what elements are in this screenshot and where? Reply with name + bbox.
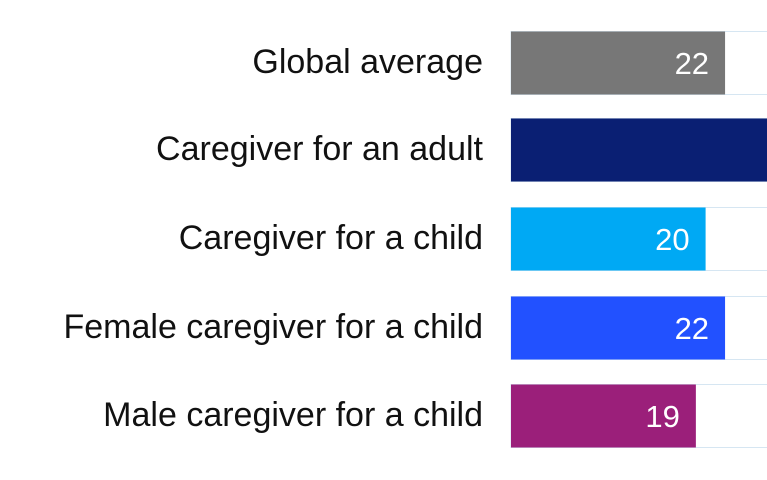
bar <box>511 384 696 448</box>
category-label: Female caregiver for a child <box>63 308 483 346</box>
category-label: Caregiver for an adult <box>156 130 484 168</box>
bar <box>511 296 726 360</box>
value-label: 22 <box>675 311 709 346</box>
value-label: 20 <box>655 222 689 257</box>
bar <box>511 118 767 182</box>
category-label: Male caregiver for a child <box>103 396 483 434</box>
bar <box>511 31 726 95</box>
bar <box>511 207 706 271</box>
category-label: Global average <box>252 43 483 81</box>
value-label: 22 <box>675 46 709 81</box>
value-label: 19 <box>645 399 679 434</box>
category-label: Caregiver for a child <box>179 219 483 257</box>
